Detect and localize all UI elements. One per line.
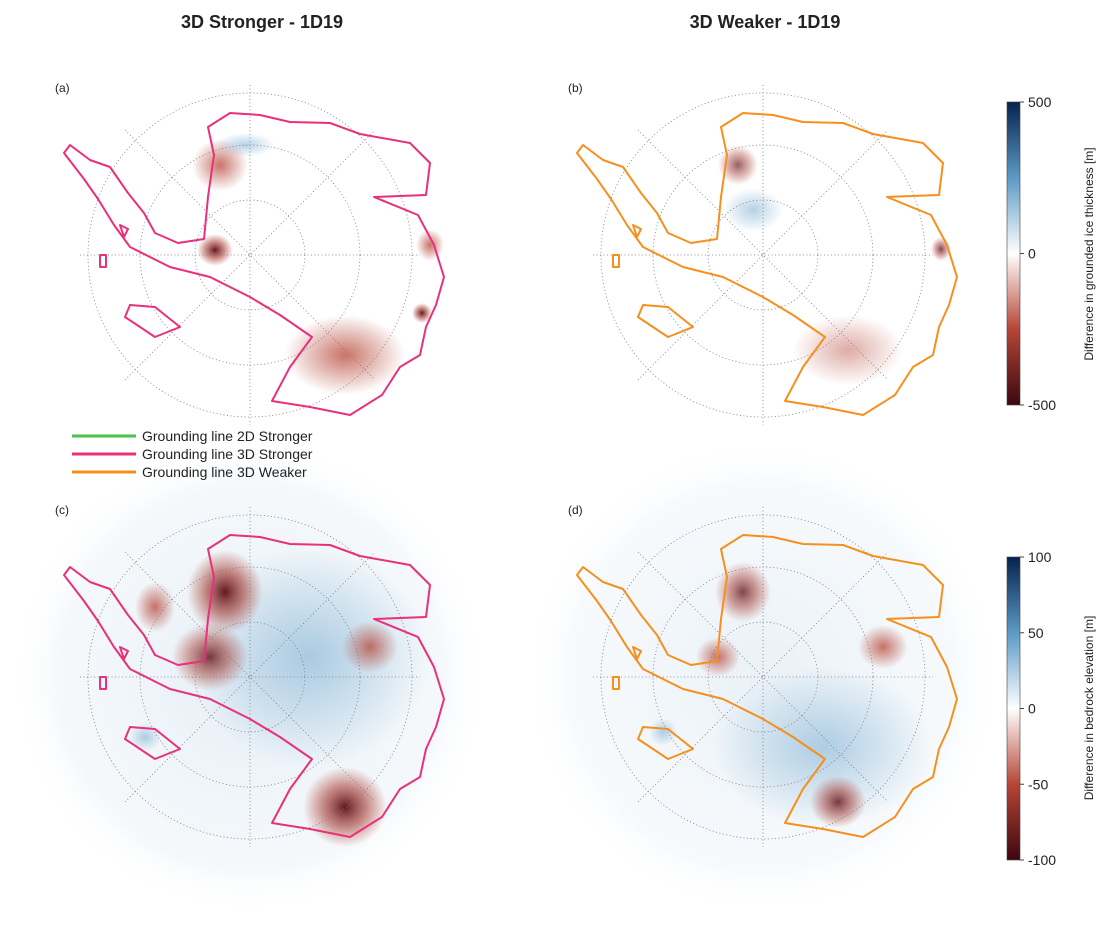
colorbar-tick-label: 50 — [1028, 625, 1044, 641]
colorbar — [1007, 102, 1020, 405]
colorbar-tick-label: 0 — [1028, 246, 1036, 262]
panel-label: (b) — [568, 81, 583, 95]
legend-label: Grounding line 2D Stronger — [142, 428, 313, 444]
figure: 3D Stronger - 1D19 3D Weaker - 1D19 (a) … — [0, 0, 1102, 947]
map — [523, 437, 1003, 917]
column-title: 3D Stronger - 1D19 — [181, 12, 343, 32]
map — [10, 437, 490, 917]
map — [577, 85, 957, 425]
colorbar-tick-label: -100 — [1028, 852, 1056, 868]
map — [64, 85, 444, 425]
legend: Grounding line 2D Stronger Grounding line… — [72, 428, 313, 480]
legend-label: Grounding line 3D Stronger — [142, 446, 313, 462]
colorbar-tick-label: 0 — [1028, 701, 1036, 717]
colorbar-label: Difference in bedrock elevation [m] — [1082, 616, 1096, 801]
colorbar-tick-label: -50 — [1028, 776, 1048, 792]
colorbar-tick-label: -500 — [1028, 397, 1056, 413]
colorbar-tick-label: 100 — [1028, 549, 1052, 565]
colorbar — [1007, 557, 1020, 860]
panel-label: (c) — [55, 503, 69, 517]
legend-label: Grounding line 3D Weaker — [142, 464, 307, 480]
panel-label: (a) — [55, 81, 70, 95]
colorbar-label: Difference in grounded ice thickness [m] — [1082, 147, 1096, 360]
column-title: 3D Weaker - 1D19 — [690, 12, 841, 32]
colorbar-tick-label: 500 — [1028, 94, 1052, 110]
panel-label: (d) — [568, 503, 583, 517]
